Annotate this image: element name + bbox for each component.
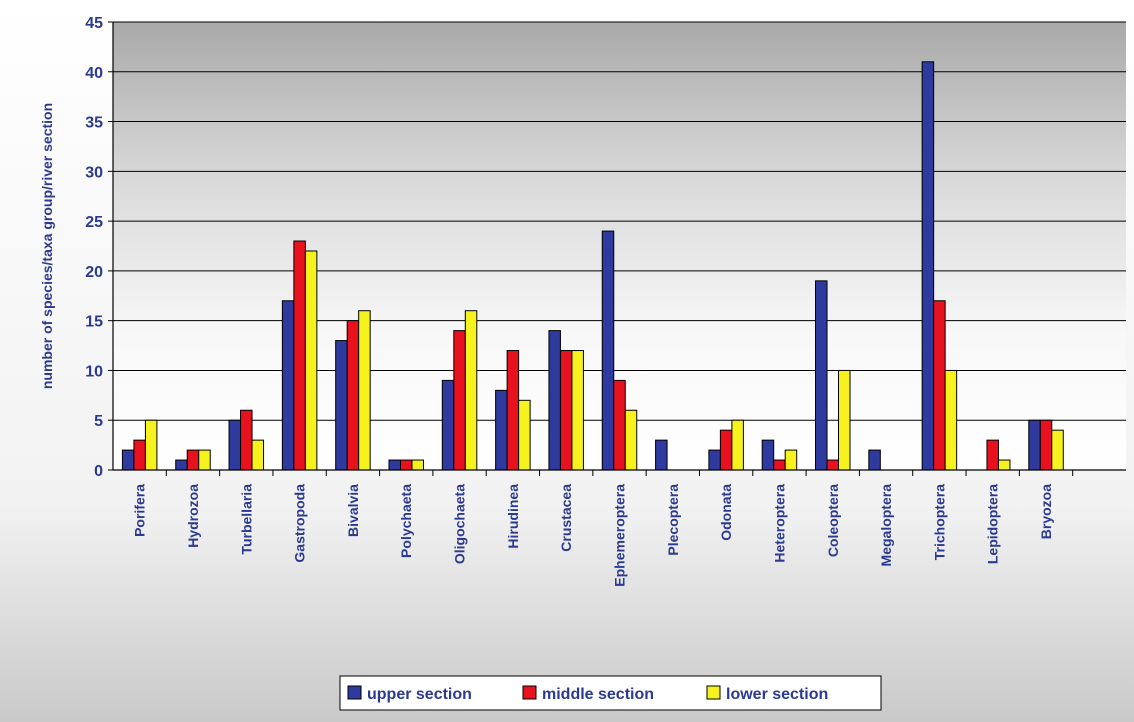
bar-lower-section-bryozoa xyxy=(1051,429,1064,471)
bar-upper-section-plecoptera xyxy=(655,439,668,471)
x-category-label: Megaloptera xyxy=(878,484,894,567)
bars xyxy=(121,61,1064,471)
bar-middle-section-bryozoa xyxy=(1039,419,1053,471)
bar-upper-section-bivalvia xyxy=(335,340,348,471)
x-category-label: Gastropoda xyxy=(292,484,308,563)
legend-swatch xyxy=(347,685,362,700)
x-category-label: Ephemeroptera xyxy=(612,484,628,587)
x-category-label: Oligochaeta xyxy=(452,484,468,564)
bar-middle-section-ephemeroptera xyxy=(613,379,626,471)
x-category-label: Crustacea xyxy=(558,484,574,552)
x-category-label: Porifera xyxy=(132,484,148,537)
y-tick-label: 5 xyxy=(94,413,103,430)
bar-middle-section-polychaeta xyxy=(399,459,413,471)
bar-middle-section-hirudinea xyxy=(506,350,520,471)
bar-lower-section-lepidoptera xyxy=(997,459,1011,471)
bar-middle-section-coleoptera xyxy=(826,459,840,471)
x-category-label: Bryozoa xyxy=(1038,484,1054,539)
x-category-label: Bivalvia xyxy=(345,484,361,537)
bar-lower-section-hydrozoa xyxy=(198,449,211,471)
bar-upper-section-coleoptera xyxy=(815,280,828,471)
bar-middle-section-hydrozoa xyxy=(186,449,200,471)
bar-lower-section-oligochaeta xyxy=(464,310,478,471)
legend-label: middle section xyxy=(542,686,654,703)
bar-lower-section-turbellaria xyxy=(251,439,265,471)
legend-label: upper section xyxy=(367,686,472,703)
bar-middle-section-bivalvia xyxy=(346,320,360,471)
x-category-label: Hirudinea xyxy=(505,484,521,549)
bar-middle-section-turbellaria xyxy=(240,409,253,471)
bar-lower-section-bivalvia xyxy=(358,310,371,471)
legend-label: lower section xyxy=(726,686,828,703)
bar-middle-section-crustacea xyxy=(559,350,573,471)
x-category-label: Plecoptera xyxy=(665,484,681,556)
axes xyxy=(112,22,1126,476)
bar-lower-section-odonata xyxy=(731,419,744,471)
bar-upper-section-crustacea xyxy=(548,330,561,471)
bar-middle-section-porifera xyxy=(133,439,146,471)
y-tick-label: 25 xyxy=(85,214,103,231)
bar-lower-section-gastropoda xyxy=(304,250,318,471)
y-tick-label: 10 xyxy=(85,363,103,380)
bar-lower-section-hirudinea xyxy=(518,399,531,471)
bar-lower-section-porifera xyxy=(144,419,158,471)
bar-middle-section-lepidoptera xyxy=(986,439,999,471)
x-category-label: Turbellaria xyxy=(238,484,254,555)
bar-middle-section-gastropoda xyxy=(293,240,306,471)
bar-upper-section-gastropoda xyxy=(281,300,295,471)
bar-upper-section-hydrozoa xyxy=(175,459,188,471)
x-category-label: Heteroptera xyxy=(771,484,787,563)
bar-lower-section-trichoptera xyxy=(944,369,958,471)
y-tick-label: 15 xyxy=(85,314,103,331)
x-category-label: Polychaeta xyxy=(398,484,414,558)
y-tick-label: 45 xyxy=(85,15,103,32)
y-tick-label: 35 xyxy=(85,115,103,132)
bar-upper-section-trichoptera xyxy=(921,61,935,471)
bar-middle-section-oligochaeta xyxy=(453,330,466,471)
bar-lower-section-ephemeroptera xyxy=(624,409,638,471)
x-category-label: Trichoptera xyxy=(931,484,947,560)
y-tick-labels: 0 5 10 15 20 25 30 35 40 45 xyxy=(85,15,103,480)
x-category-label: Hydrozoa xyxy=(185,484,201,548)
bar-upper-section-hirudinea xyxy=(495,389,508,471)
legend: upper section middle section lower section xyxy=(339,675,882,711)
bar-middle-section-odonata xyxy=(719,429,733,471)
bar-upper-section-odonata xyxy=(708,449,721,471)
legend-swatch xyxy=(522,685,537,700)
bar-lower-section-heteroptera xyxy=(784,449,798,471)
bar-upper-section-porifera xyxy=(121,449,135,471)
bar-middle-section-heteroptera xyxy=(773,459,786,471)
bar-lower-section-polychaeta xyxy=(411,459,424,471)
bar-upper-section-ephemeroptera xyxy=(601,230,615,471)
bar-middle-section-trichoptera xyxy=(933,300,946,471)
x-category-labels: Porifera Hydrozoa Turbellaria Gastropoda Biv… xyxy=(132,484,1054,587)
x-category-label: Odonata xyxy=(718,484,734,541)
y-axis-title: number of species/taxa group/river secti… xyxy=(39,103,55,389)
y-tick-label: 0 xyxy=(94,463,103,480)
y-tick-label: 20 xyxy=(85,264,103,281)
legend-box xyxy=(339,675,882,711)
bar-upper-section-megaloptera xyxy=(868,449,881,471)
bar-upper-section-heteroptera xyxy=(761,439,775,471)
y-tick-label: 40 xyxy=(85,65,103,82)
x-category-label: Coleoptera xyxy=(825,484,841,557)
bar-upper-section-polychaeta xyxy=(388,459,401,471)
bar-upper-section-turbellaria xyxy=(228,419,242,471)
bar-lower-section-coleoptera xyxy=(838,369,851,471)
bar-lower-section-crustacea xyxy=(571,350,584,471)
legend-swatch xyxy=(706,685,721,700)
bar-upper-section-oligochaeta xyxy=(441,379,455,471)
bar-upper-section-bryozoa xyxy=(1028,419,1041,471)
y-tick-label: 30 xyxy=(85,164,103,181)
gridlines xyxy=(108,21,1126,471)
x-category-label: Lepidoptera xyxy=(985,484,1001,564)
